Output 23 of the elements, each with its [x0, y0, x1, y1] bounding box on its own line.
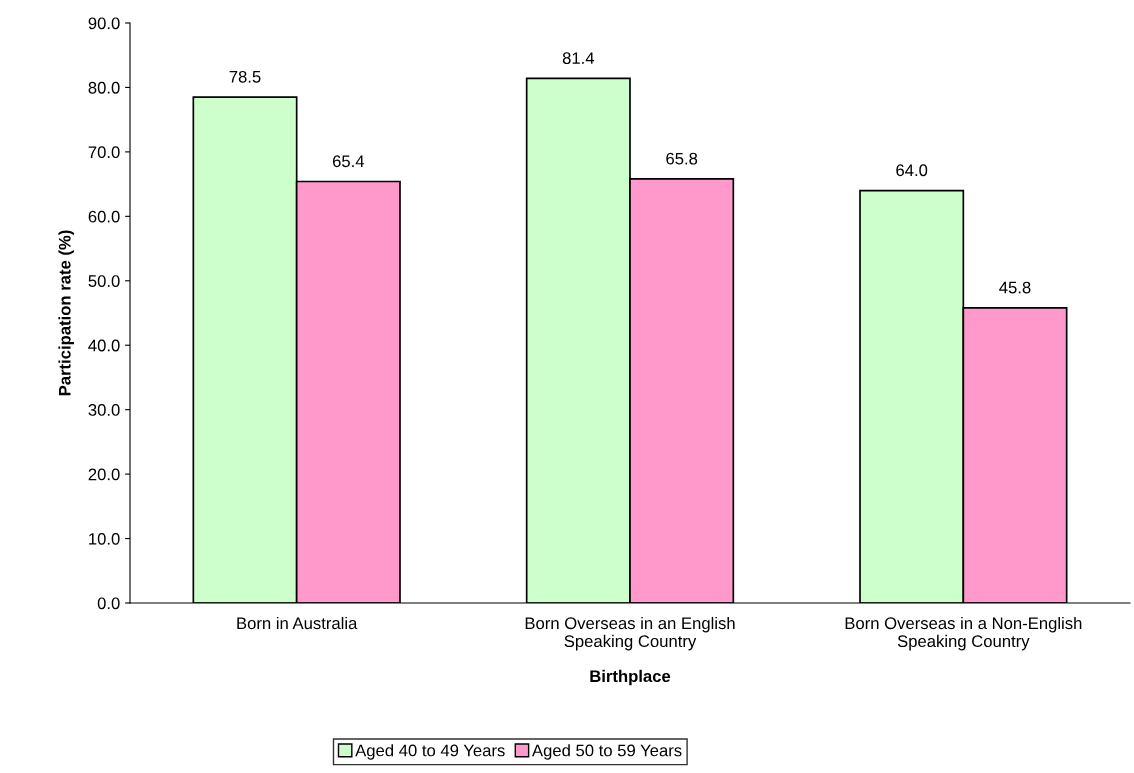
y-tick-label: 80.0 — [88, 81, 120, 94]
data-label: 45.8 — [999, 281, 1031, 294]
data-label: 81.4 — [562, 52, 595, 65]
y-tick-label: 40.0 — [88, 339, 120, 352]
legend-label: Aged 50 to 59 Years — [532, 744, 682, 760]
data-label: 65.8 — [666, 152, 698, 165]
legend-label: Aged 40 to 49 Years — [355, 744, 505, 760]
x-tick-label: Born Overseas in a Non-English Speaking Country — [845, 616, 1082, 651]
y-tick-label: 10.0 — [89, 532, 120, 545]
y-tick-label: 70.0 — [88, 146, 120, 159]
x-axis-title: Birthplace — [590, 669, 671, 686]
y-tick-label: 60.0 — [88, 210, 120, 223]
y-tick-label: 20.0 — [88, 468, 120, 481]
y-tick-label: 0.0 — [97, 597, 120, 610]
y-axis-title: Participation rate (%) — [58, 230, 74, 396]
data-label: 64.0 — [896, 164, 928, 177]
y-tick-label: 30.0 — [88, 404, 120, 416]
data-label: 78.5 — [229, 70, 261, 83]
x-tick-label: Born Overseas in an English Speaking Country — [525, 616, 735, 651]
y-tick-label: 50.0 — [88, 275, 120, 287]
y-tick-label: 90.0 — [88, 17, 120, 30]
x-tick-label: Born in Australia — [237, 616, 358, 630]
data-label: 65.4 — [332, 155, 365, 168]
